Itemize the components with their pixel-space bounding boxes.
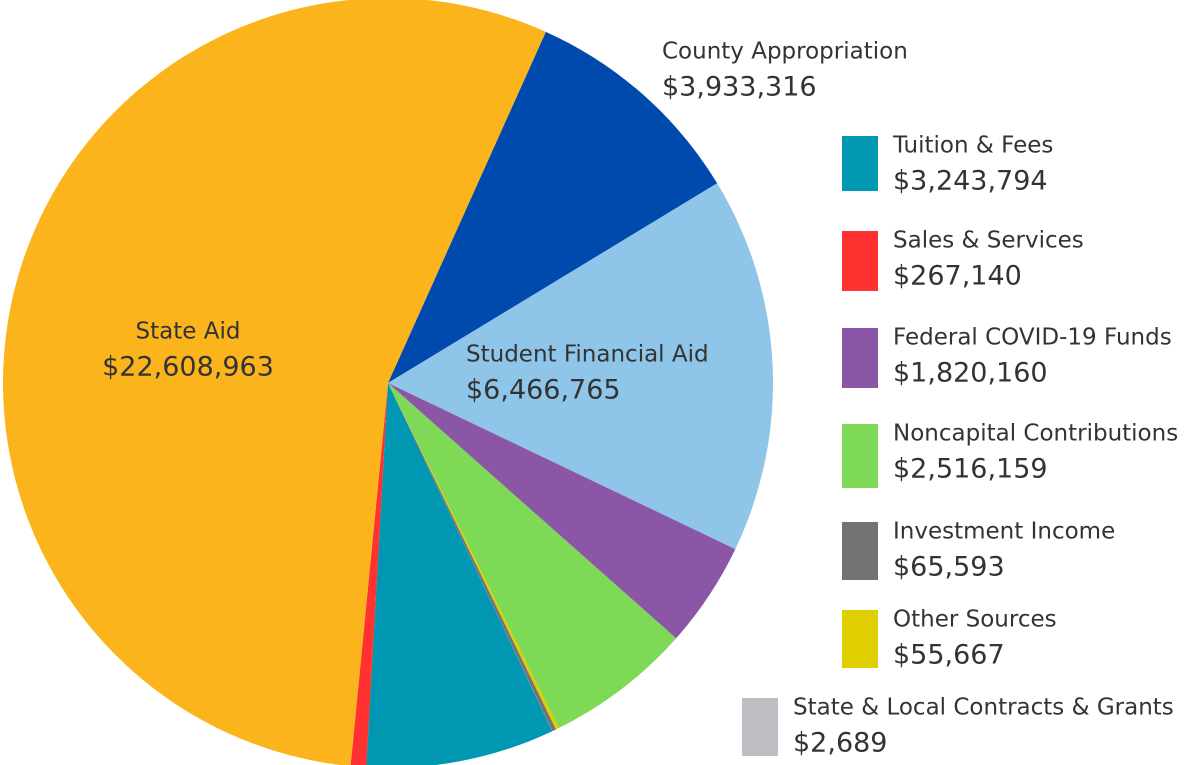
pie-slice xyxy=(388,31,718,384)
legend-swatch xyxy=(842,424,878,488)
legend-swatch xyxy=(842,610,878,668)
slice-value: $22,608,963 xyxy=(102,352,274,383)
pie-slice xyxy=(388,183,774,550)
legend-value: $55,667 xyxy=(893,640,1005,671)
pie-slice xyxy=(388,383,677,729)
legend-label: Noncapital Contributions xyxy=(893,421,1178,447)
legend-label: Investment Income xyxy=(893,519,1115,545)
pie-slice xyxy=(388,383,556,732)
pie-slice xyxy=(388,383,736,639)
legend-value: $3,243,794 xyxy=(893,166,1048,197)
legend-swatch xyxy=(842,522,878,580)
slice-label: State Aid xyxy=(136,319,241,345)
legend-swatch xyxy=(842,136,878,191)
slice-label: County Appropriation xyxy=(662,39,908,65)
pie-slice xyxy=(388,383,559,730)
legend-label: Sales & Services xyxy=(893,228,1084,254)
pie-slice xyxy=(388,383,553,732)
legend-value: $2,689 xyxy=(793,728,887,759)
legend-value: $2,516,159 xyxy=(893,454,1048,485)
legend-label: Tuition & Fees xyxy=(892,133,1053,159)
legend-value: $1,820,160 xyxy=(893,358,1048,389)
slice-label: Student Financial Aid xyxy=(466,342,709,368)
slice-value: $3,933,316 xyxy=(662,72,817,103)
legend-value: $65,593 xyxy=(893,552,1005,583)
legend-label: Federal COVID-19 Funds xyxy=(893,325,1172,351)
legend-swatch xyxy=(742,698,778,756)
legend-value: $267,140 xyxy=(893,261,1022,292)
pie-slice xyxy=(366,383,553,765)
legend-swatch xyxy=(842,231,878,291)
legend-label: Other Sources xyxy=(893,607,1057,633)
pie-slice xyxy=(3,0,546,765)
slice-value: $6,466,765 xyxy=(466,375,621,406)
legend-label: State & Local Contracts & Grants xyxy=(793,695,1174,721)
pie-slice xyxy=(350,383,388,765)
legend-swatch xyxy=(842,328,878,388)
